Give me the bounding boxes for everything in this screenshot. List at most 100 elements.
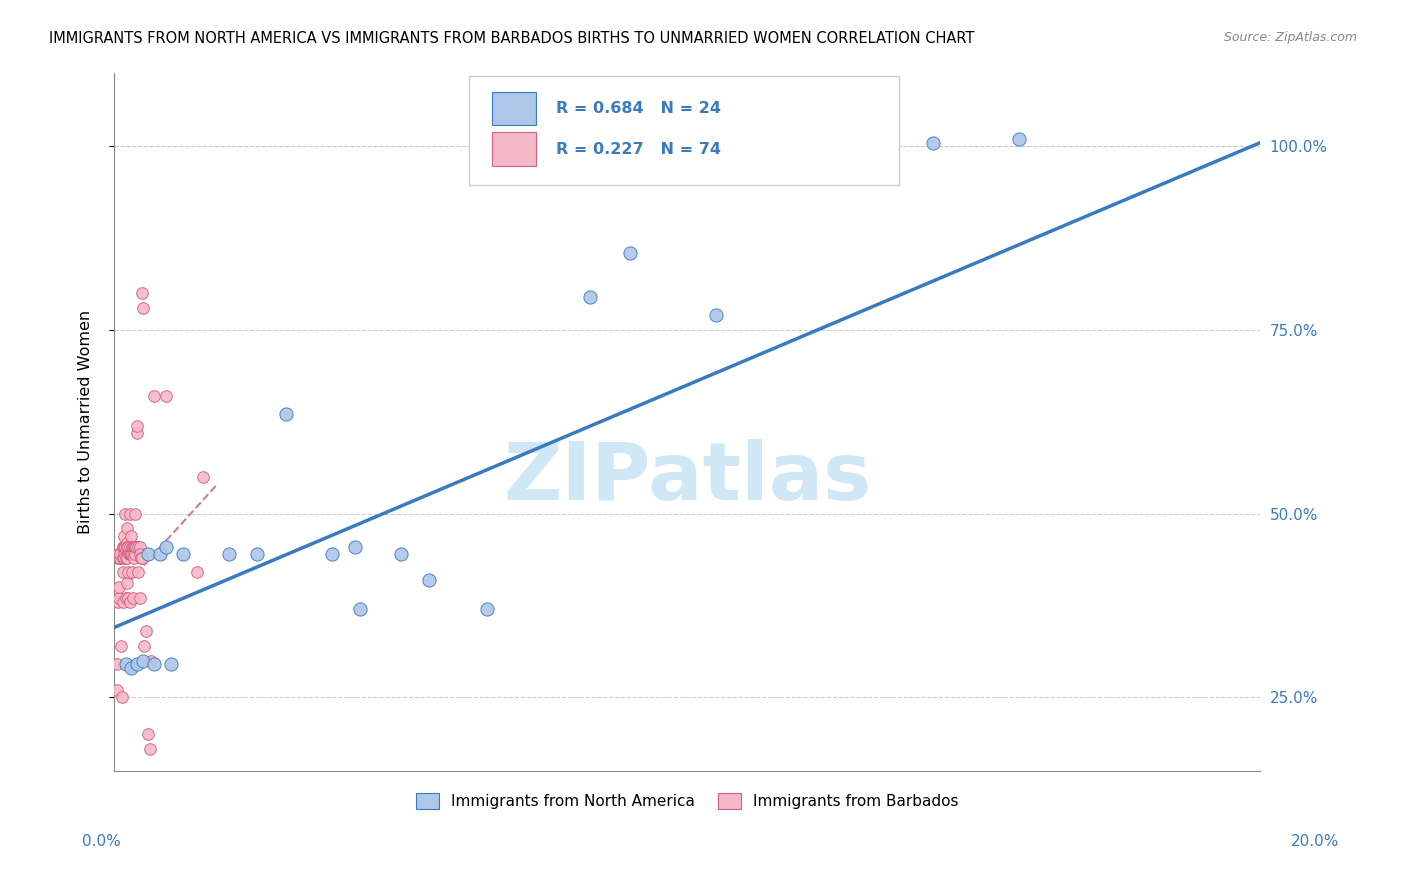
Point	[129, 550, 152, 565]
Point	[125, 540, 148, 554]
Point	[115, 540, 138, 554]
Point	[114, 507, 136, 521]
Point	[122, 547, 145, 561]
Point	[120, 661, 142, 675]
Point	[114, 550, 136, 565]
Point	[172, 547, 194, 561]
Point	[475, 602, 498, 616]
Point	[117, 591, 139, 606]
Point	[112, 540, 135, 554]
Point	[110, 639, 132, 653]
Point	[112, 547, 135, 561]
Y-axis label: Births to Unmarried Women: Births to Unmarried Women	[79, 310, 93, 534]
Point	[132, 653, 155, 667]
Point	[160, 657, 183, 672]
FancyBboxPatch shape	[470, 77, 898, 185]
Point	[118, 547, 141, 561]
Point	[138, 727, 160, 741]
Point	[120, 529, 142, 543]
Text: R = 0.684   N = 24: R = 0.684 N = 24	[557, 101, 721, 116]
Point	[138, 741, 160, 756]
Point	[274, 408, 297, 422]
Point	[127, 540, 149, 554]
Point	[125, 657, 148, 672]
Point	[349, 602, 371, 616]
Point	[117, 550, 139, 565]
Point	[114, 591, 136, 606]
Text: IMMIGRANTS FROM NORTH AMERICA VS IMMIGRANTS FROM BARBADOS BIRTHS TO UNMARRIED WO: IMMIGRANTS FROM NORTH AMERICA VS IMMIGRA…	[49, 31, 974, 46]
Point	[132, 301, 155, 315]
Point	[129, 547, 152, 561]
Point	[143, 657, 166, 672]
Point	[128, 591, 150, 606]
Point	[122, 540, 145, 554]
Point	[922, 136, 945, 150]
Point	[120, 595, 142, 609]
Point	[112, 550, 135, 565]
Point	[114, 540, 136, 554]
Point	[118, 507, 141, 521]
Text: R = 0.227   N = 74: R = 0.227 N = 74	[557, 142, 721, 156]
Point	[108, 580, 131, 594]
Point	[122, 540, 145, 554]
Point	[135, 624, 157, 639]
Point	[120, 547, 142, 561]
Point	[111, 595, 134, 609]
Point	[120, 547, 142, 561]
Point	[578, 290, 600, 304]
Point	[124, 507, 146, 521]
Point	[704, 309, 727, 323]
Point	[107, 595, 129, 609]
Point	[122, 550, 145, 565]
Point	[112, 529, 135, 543]
Point	[218, 547, 240, 561]
Point	[155, 540, 177, 554]
Point	[112, 550, 135, 565]
Point	[389, 547, 412, 561]
Point	[121, 540, 143, 554]
Point	[149, 547, 172, 561]
Point	[152, 771, 174, 785]
FancyBboxPatch shape	[492, 92, 536, 125]
Point	[117, 540, 139, 554]
Point	[132, 639, 155, 653]
Point	[111, 566, 134, 580]
Text: 20.0%: 20.0%	[1291, 834, 1339, 848]
Point	[121, 566, 143, 580]
Point	[117, 566, 139, 580]
Point	[138, 547, 160, 561]
Point	[124, 547, 146, 561]
Point	[105, 682, 128, 697]
Point	[128, 540, 150, 554]
Point	[121, 547, 143, 561]
Point	[110, 690, 132, 705]
Legend: Immigrants from North America, Immigrants from Barbados: Immigrants from North America, Immigrant…	[409, 787, 965, 815]
Point	[118, 540, 141, 554]
Point	[111, 540, 134, 554]
Point	[246, 547, 269, 561]
Point	[120, 547, 142, 561]
Point	[418, 573, 440, 587]
Point	[105, 657, 128, 672]
Point	[343, 540, 366, 554]
Point	[114, 657, 136, 672]
Point	[108, 547, 131, 561]
Point	[117, 521, 139, 535]
Point	[122, 591, 145, 606]
Point	[107, 550, 129, 565]
Point	[141, 653, 163, 667]
Point	[125, 418, 148, 433]
Point	[131, 286, 153, 301]
Point	[186, 566, 208, 580]
Point	[107, 547, 129, 561]
Point	[143, 389, 166, 403]
Point	[107, 591, 129, 606]
Point	[107, 550, 129, 565]
Point	[127, 566, 149, 580]
Point	[155, 389, 177, 403]
Point	[125, 425, 148, 440]
Point	[115, 576, 138, 591]
Point	[112, 540, 135, 554]
Text: Source: ZipAtlas.com: Source: ZipAtlas.com	[1223, 31, 1357, 45]
Point	[115, 536, 138, 550]
